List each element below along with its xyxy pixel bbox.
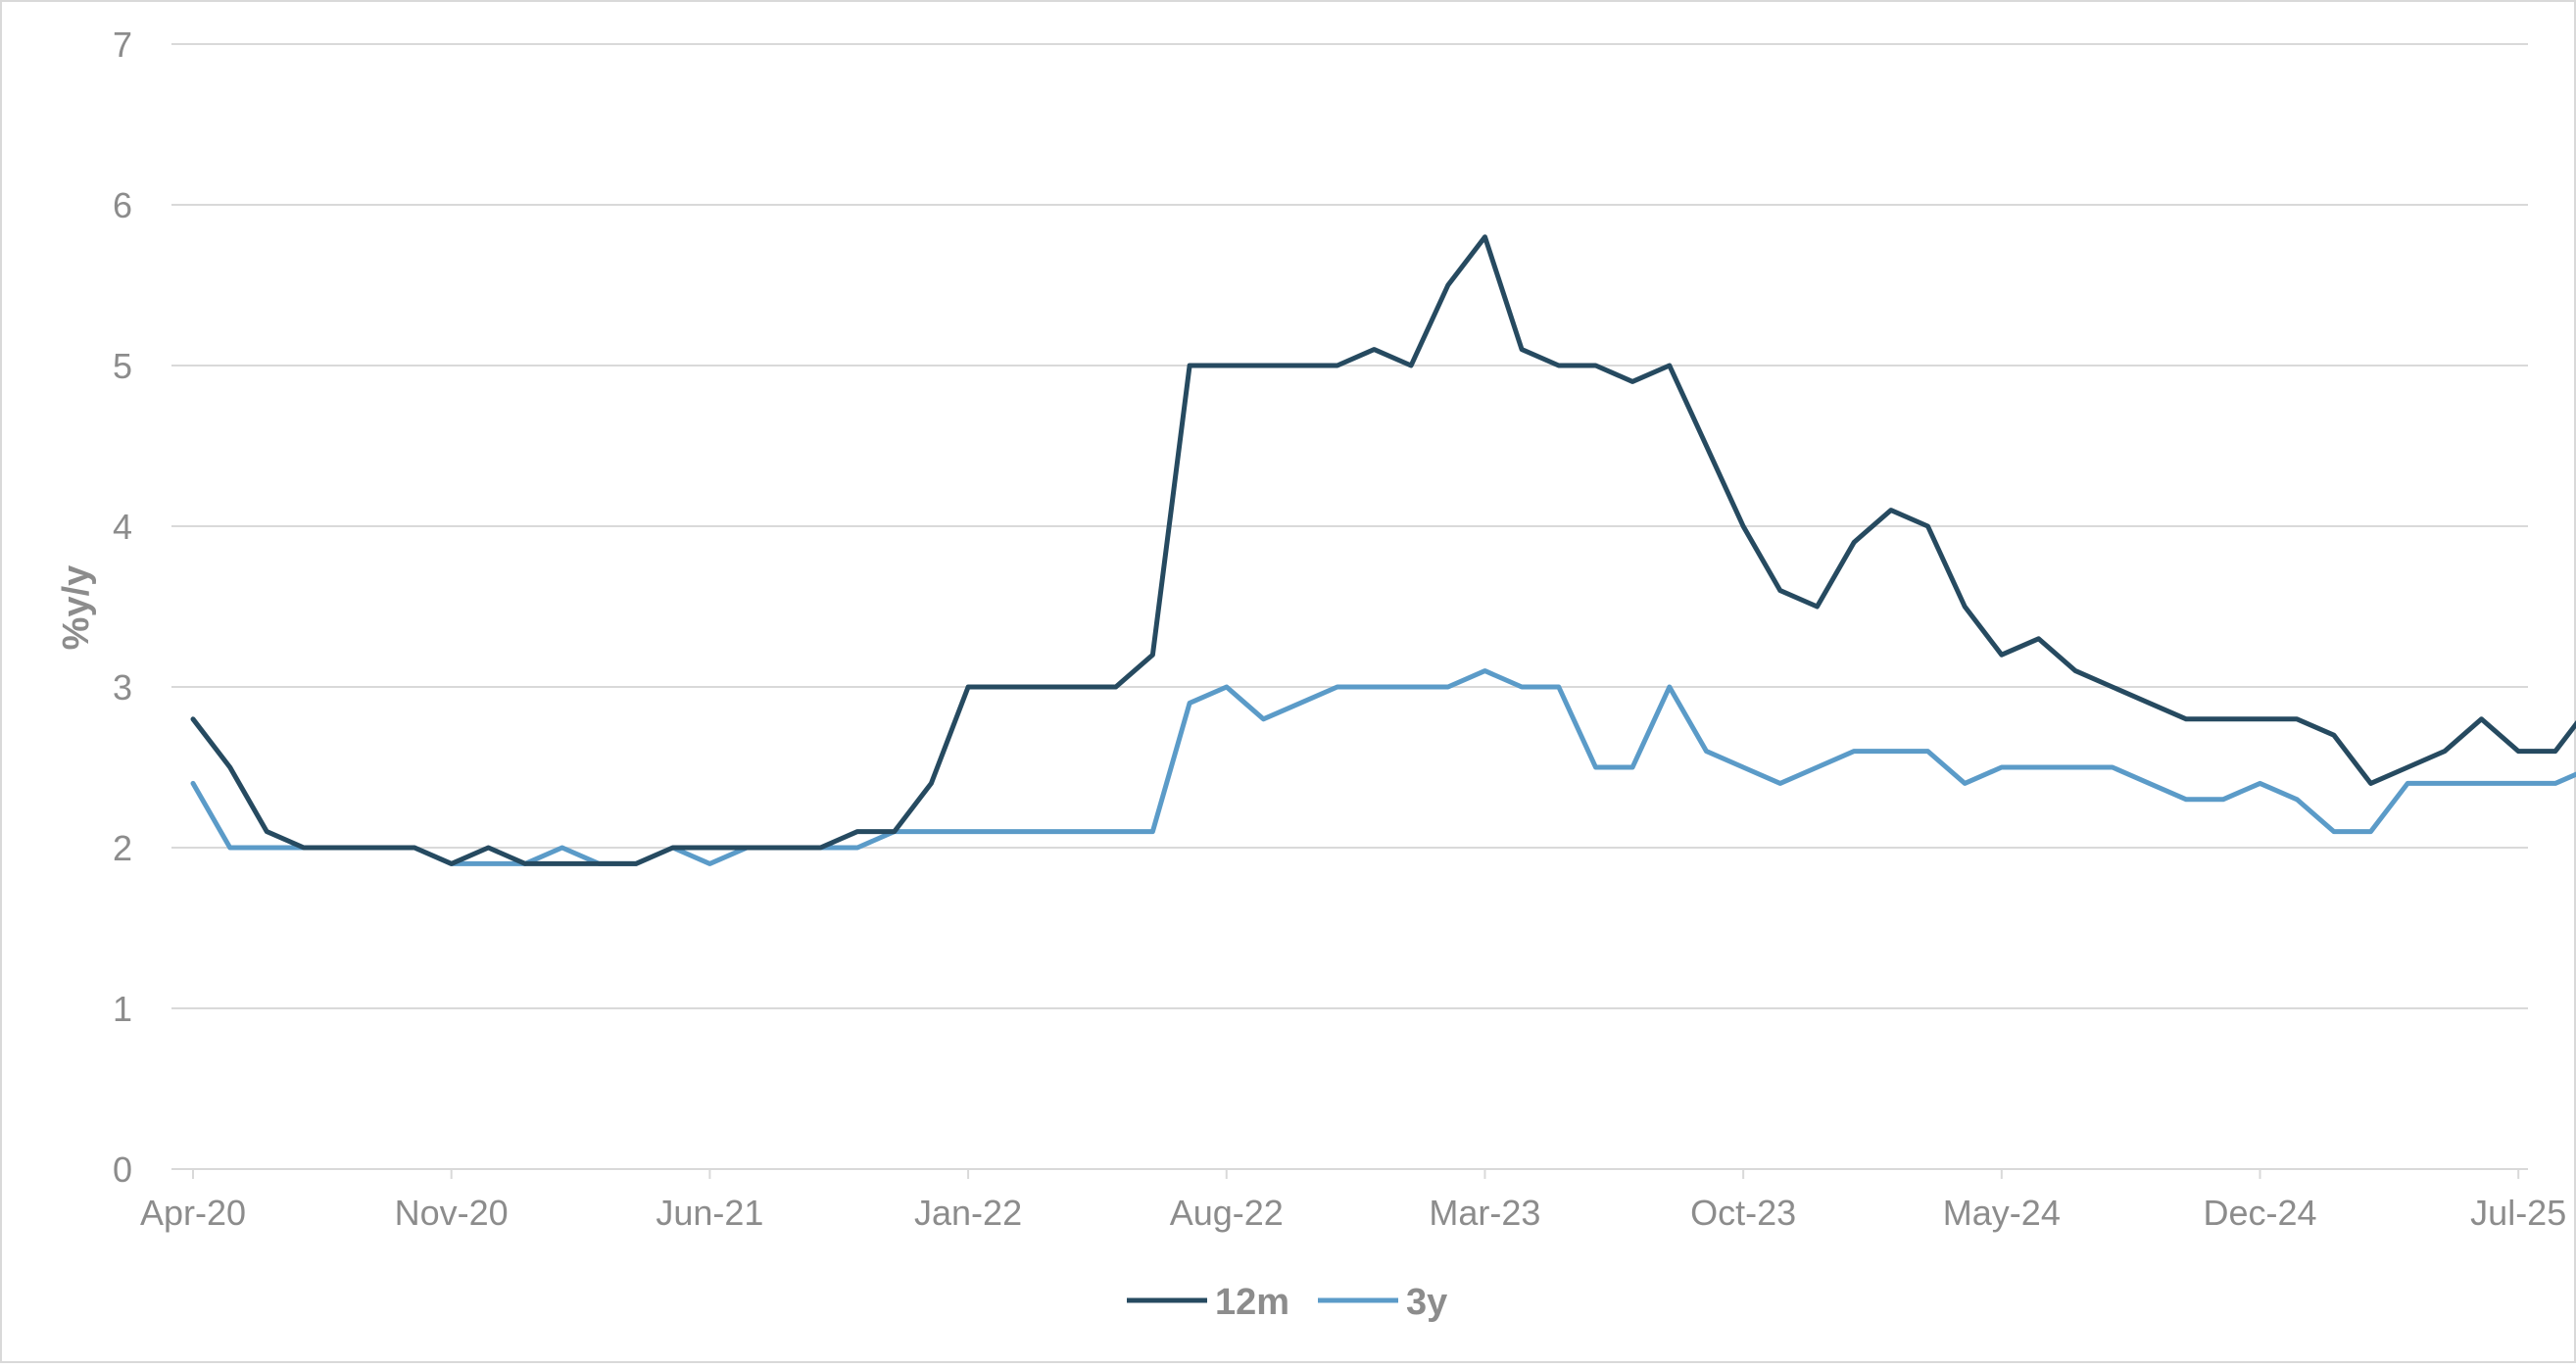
- x-axis-ticks: Apr-20 Nov-20 Jun-21 Jan-22 Aug-22 Mar-23 Oct-…: [140, 1169, 2566, 1233]
- x-tick-label-Dec-24: Dec-24: [2203, 1193, 2316, 1233]
- x-tick-label-May-24: May-24: [1943, 1193, 2061, 1233]
- y-tick-label-7: 7: [113, 24, 132, 65]
- y-tick-label-0: 0: [113, 1149, 132, 1190]
- x-tick-label-Mar-23: Mar-23: [1429, 1193, 1540, 1233]
- x-tick-label-Nov-20: Nov-20: [395, 1193, 509, 1233]
- legend-label-12m: 12m: [1215, 1282, 1289, 1323]
- x-tick-label-Jun-21: Jun-21: [656, 1193, 763, 1233]
- y-axis-title: %y/y: [56, 565, 97, 651]
- legend-label-3y: 3y: [1406, 1282, 1447, 1323]
- legend: 12m 3y: [1127, 1282, 1447, 1323]
- y-tick-label-4: 4: [113, 507, 132, 547]
- series-lines: [190, 234, 2576, 866]
- y-tick-label-6: 6: [113, 185, 132, 225]
- y-tick-label-1: 1: [113, 989, 132, 1029]
- x-tick-label-Oct-23: Oct-23: [1690, 1193, 1796, 1233]
- y-tick-label-3: 3: [113, 667, 132, 708]
- y-tick-label-2: 2: [113, 828, 132, 868]
- y-tick-label-5: 5: [113, 346, 132, 386]
- x-tick-label-Apr-20: Apr-20: [140, 1193, 246, 1233]
- x-tick-label-Aug-22: Aug-22: [1170, 1193, 1284, 1233]
- series-line-12m: [190, 234, 2576, 866]
- x-tick-label-Jul-25: Jul-25: [2470, 1193, 2566, 1233]
- y-axis-ticks: 0 1 2 3 4 5 6 7: [113, 24, 132, 1190]
- x-tick-label-Jan-22: Jan-22: [914, 1193, 1022, 1233]
